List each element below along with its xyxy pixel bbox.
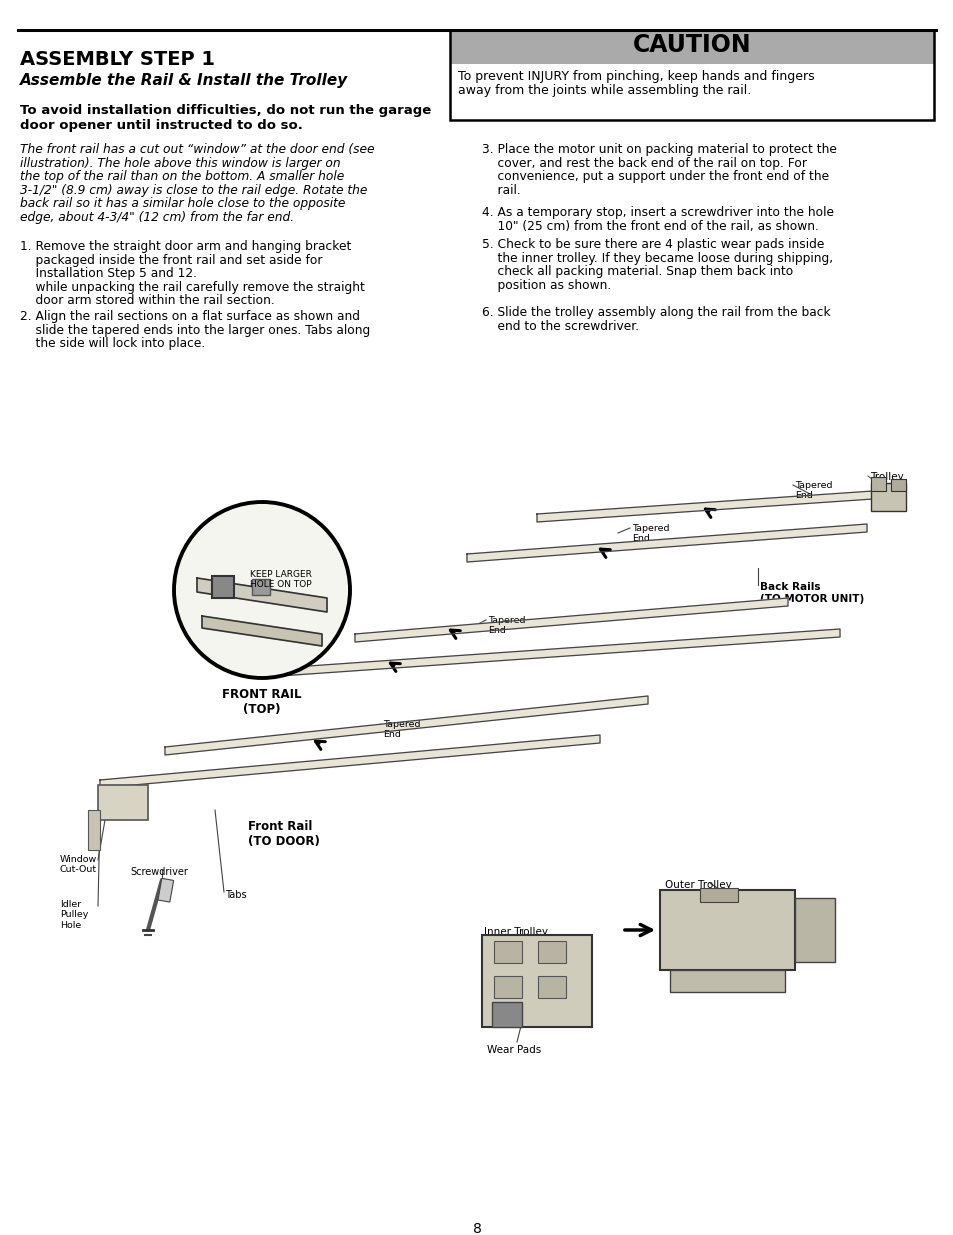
Polygon shape <box>202 616 322 646</box>
Text: Idler
Pulley
Hole: Idler Pulley Hole <box>60 900 89 930</box>
Bar <box>212 576 233 598</box>
Bar <box>252 579 270 595</box>
Text: Tapered
End: Tapered End <box>382 720 420 740</box>
Text: illustration). The hole above this window is larger on: illustration). The hole above this windo… <box>20 157 340 169</box>
Text: To prevent INJURY from pinching, keep hands and fingers: To prevent INJURY from pinching, keep ha… <box>457 70 814 83</box>
Bar <box>450 30 933 120</box>
Text: edge, about 4-3/4" (12 cm) from the far end.: edge, about 4-3/4" (12 cm) from the far … <box>20 210 294 224</box>
Text: Installation Step 5 and 12.: Installation Step 5 and 12. <box>20 267 201 280</box>
Text: 8: 8 <box>472 1221 481 1235</box>
Text: Window
Cut-Out: Window Cut-Out <box>60 855 97 874</box>
Bar <box>158 878 173 902</box>
Polygon shape <box>355 598 787 642</box>
Text: while unpacking the rail carefully remove the straight: while unpacking the rail carefully remov… <box>20 280 364 294</box>
Text: Front Rail
(TO DOOR): Front Rail (TO DOOR) <box>248 820 319 848</box>
Text: the side will lock into place.: the side will lock into place. <box>20 337 205 350</box>
Text: the inner trolley. If they became loose during shipping,: the inner trolley. If they became loose … <box>481 252 832 264</box>
Text: Tapered
End: Tapered End <box>794 480 832 500</box>
Text: CAUTION: CAUTION <box>632 33 751 57</box>
Text: the top of the rail than on the bottom. A smaller hole: the top of the rail than on the bottom. … <box>20 170 344 183</box>
Text: Trolley: Trolley <box>869 472 902 482</box>
Text: 3-1/2" (8.9 cm) away is close to the rail edge. Rotate the: 3-1/2" (8.9 cm) away is close to the rai… <box>20 184 367 196</box>
Bar <box>450 30 933 64</box>
Text: Outer Trolley: Outer Trolley <box>664 881 731 890</box>
Text: 5. Check to be sure there are 4 plastic wear pads inside: 5. Check to be sure there are 4 plastic … <box>481 238 823 251</box>
Bar <box>494 941 521 963</box>
Bar <box>98 785 148 820</box>
Text: 3. Place the motor unit on packing material to protect the: 3. Place the motor unit on packing mater… <box>481 143 836 156</box>
Text: 6. Slide the trolley assembly along the rail from the back: 6. Slide the trolley assembly along the … <box>481 306 830 319</box>
Text: cover, and rest the back end of the rail on top. For: cover, and rest the back end of the rail… <box>481 157 806 169</box>
Polygon shape <box>165 697 647 755</box>
Text: 2. Align the rail sections on a flat surface as shown and: 2. Align the rail sections on a flat sur… <box>20 310 359 324</box>
Bar <box>659 890 794 969</box>
Bar <box>537 941 565 963</box>
Bar <box>700 888 738 902</box>
Bar <box>481 935 592 1028</box>
Text: check all packing material. Snap them back into: check all packing material. Snap them ba… <box>481 266 792 278</box>
Polygon shape <box>467 524 866 562</box>
Text: To avoid installation difficulties, do not run the garage: To avoid installation difficulties, do n… <box>20 104 431 117</box>
Text: position as shown.: position as shown. <box>481 279 611 291</box>
Text: 1. Remove the straight door arm and hanging bracket: 1. Remove the straight door arm and hang… <box>20 240 351 253</box>
Text: door arm stored within the rail section.: door arm stored within the rail section. <box>20 294 274 308</box>
Bar <box>870 477 885 492</box>
FancyBboxPatch shape <box>870 483 905 511</box>
Text: Inner Trolley: Inner Trolley <box>483 927 547 937</box>
Text: Tapered
End: Tapered End <box>631 524 669 543</box>
Text: 4. As a temporary stop, insert a screwdriver into the hole: 4. As a temporary stop, insert a screwdr… <box>481 206 833 219</box>
Text: Wear Pads: Wear Pads <box>486 1045 540 1055</box>
Bar <box>794 898 834 962</box>
Text: Screwdriver: Screwdriver <box>130 867 188 877</box>
Text: Assemble the Rail & Install the Trolley: Assemble the Rail & Install the Trolley <box>20 73 348 88</box>
Text: slide the tapered ends into the larger ones. Tabs along: slide the tapered ends into the larger o… <box>20 324 370 336</box>
Text: ASSEMBLY STEP 1: ASSEMBLY STEP 1 <box>20 49 214 69</box>
Bar <box>494 976 521 998</box>
Text: Tapered
End: Tapered End <box>488 616 525 635</box>
Text: door opener until instructed to do so.: door opener until instructed to do so. <box>20 119 302 132</box>
Bar <box>537 976 565 998</box>
Text: end to the screwdriver.: end to the screwdriver. <box>481 320 639 332</box>
Text: FRONT RAIL
(TOP): FRONT RAIL (TOP) <box>222 688 301 716</box>
Bar <box>669 969 784 992</box>
Polygon shape <box>196 578 327 613</box>
Polygon shape <box>100 735 599 788</box>
Text: Back Rails
(TO MOTOR UNIT): Back Rails (TO MOTOR UNIT) <box>760 582 863 604</box>
Polygon shape <box>537 492 872 522</box>
Polygon shape <box>280 629 840 676</box>
Circle shape <box>173 501 350 678</box>
Text: packaged inside the front rail and set aside for: packaged inside the front rail and set a… <box>20 253 322 267</box>
Bar <box>890 479 905 492</box>
Bar <box>492 1002 521 1028</box>
Text: away from the joints while assembling the rail.: away from the joints while assembling th… <box>457 84 750 98</box>
Text: back rail so it has a similar hole close to the opposite: back rail so it has a similar hole close… <box>20 198 345 210</box>
Text: rail.: rail. <box>481 184 520 196</box>
Text: convenience, put a support under the front end of the: convenience, put a support under the fro… <box>481 170 828 183</box>
Text: KEEP LARGER
HOLE ON TOP: KEEP LARGER HOLE ON TOP <box>250 571 312 589</box>
Bar <box>88 810 100 850</box>
Text: Tabs: Tabs <box>225 890 247 900</box>
Text: The front rail has a cut out “window” at the door end (see: The front rail has a cut out “window” at… <box>20 143 375 156</box>
Text: 10" (25 cm) from the front end of the rail, as shown.: 10" (25 cm) from the front end of the ra… <box>481 220 818 232</box>
